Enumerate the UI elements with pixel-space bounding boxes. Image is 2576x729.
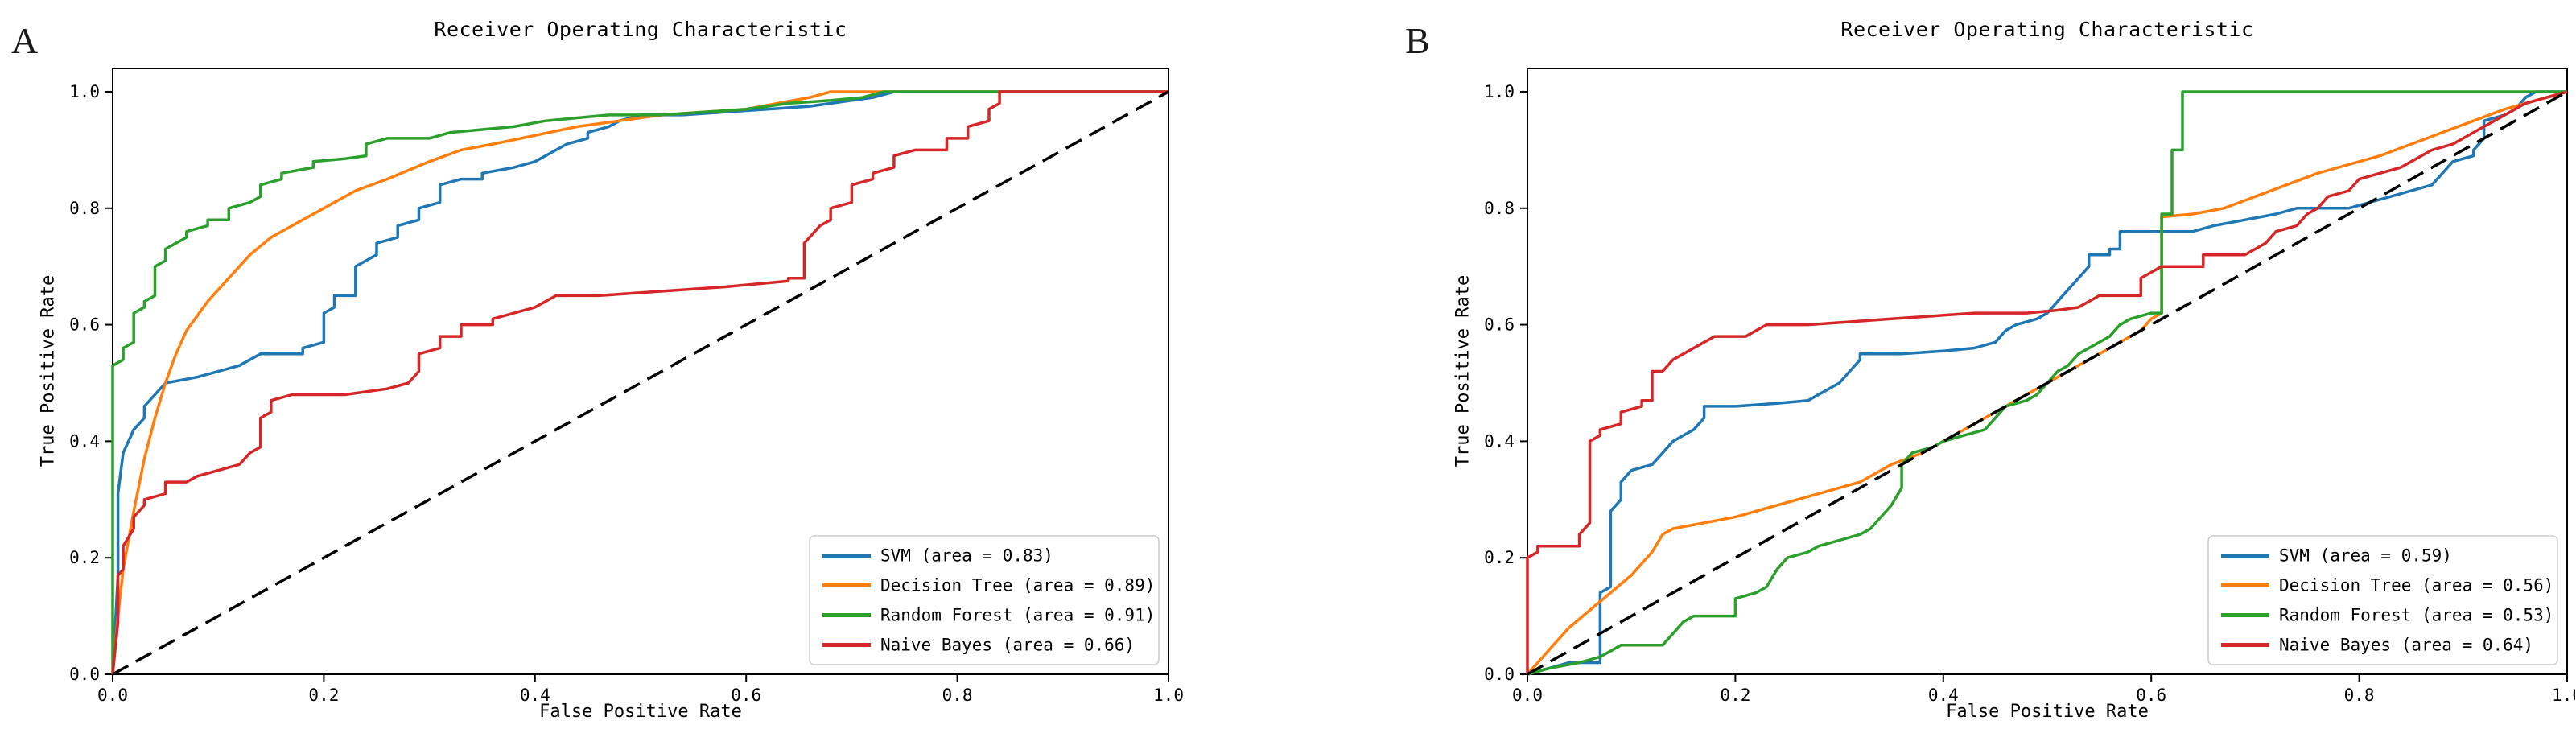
panel-label-a: A [11, 20, 39, 61]
legend-box [809, 535, 1160, 665]
roc-plot-a: 0.0 0.2 0.4 0.6 0.8 1.0 0.0 0.2 0.4 0.6 0.8 1.0 SVM … [69, 68, 1184, 705]
x-tick-label: 1.0 [2552, 686, 2575, 705]
roc-curve-naive-bayes [111, 90, 1168, 675]
plot-box [1527, 68, 2568, 675]
roc-curve-svm [111, 90, 1168, 675]
roc-curve-decision-tree [1526, 90, 2568, 676]
x-tick-label: 0.8 [942, 686, 973, 705]
x-axis-label-a: False Positive Rate [539, 702, 742, 722]
y-tick-label: 0.0 [69, 665, 100, 684]
legend-box [2207, 535, 2558, 665]
y-tick-label: 0.4 [69, 431, 100, 451]
y-tick-label: 0.8 [1484, 199, 1515, 218]
panel-label-b: B [1405, 20, 1430, 61]
legend-label-0: SVM (area = 0.83) [880, 546, 1053, 566]
x-tick-label: 0.4 [1928, 686, 1959, 705]
legend-label-2: Random Forest (area = 0.53) [2279, 606, 2553, 625]
y-tick-label: 0.6 [1484, 315, 1515, 335]
y-tick-label: 1.0 [69, 82, 100, 101]
x-tick-label: 1.0 [1153, 686, 1184, 705]
y-tick-label: 0.4 [1484, 431, 1515, 451]
panel-a: A Receiver Operating Characteristic True… [11, 18, 1184, 722]
y-tick-label: 0.6 [69, 315, 100, 335]
x-tick-label: 0.2 [308, 686, 339, 705]
x-axis-label-b: False Positive Rate [1946, 702, 2149, 722]
y-tick-label: 0.0 [1484, 665, 1515, 684]
roc-curve-random-forest [1527, 90, 2567, 676]
roc-curve-naive-bayes [1526, 90, 2568, 674]
legend-label-1: Decision Tree (area = 0.56) [2279, 576, 2553, 595]
legend-label-3: Naive Bayes (area = 0.64) [2279, 636, 2533, 655]
x-tick-label: 0.0 [1512, 686, 1543, 705]
y-tick-label: 0.2 [1484, 548, 1515, 567]
legend-label-0: SVM (area = 0.59) [2279, 546, 2452, 566]
x-tick-label: 0.4 [520, 686, 550, 705]
chart-title-b: Receiver Operating Characteristic [1840, 18, 2254, 41]
y-tick-label: 1.0 [1484, 82, 1515, 101]
roc-plot-b: 0.0 0.2 0.4 0.6 0.8 1.0 0.0 0.2 0.4 0.6 0.8 1.0 SVM … [1484, 68, 2575, 705]
roc-curve-random-forest [111, 90, 1168, 674]
legend-label-3: Naive Bayes (area = 0.66) [880, 636, 1135, 655]
roc-curve-svm [1527, 90, 2567, 676]
x-tick-label: 0.6 [731, 686, 761, 705]
chart-title-a: Receiver Operating Characteristic [434, 18, 847, 41]
roc-curve-chance [1527, 90, 2568, 676]
x-tick-label: 0.6 [2136, 686, 2166, 705]
x-tick-label: 0.2 [1720, 686, 1750, 705]
y-tick-label: 0.8 [69, 199, 100, 218]
x-tick-label: 0.8 [2344, 686, 2375, 705]
legend-label-2: Random Forest (area = 0.91) [880, 606, 1155, 625]
legend-label-1: Decision Tree (area = 0.89) [880, 576, 1155, 595]
y-tick-label: 0.2 [69, 548, 100, 567]
roc-curve-chance [112, 90, 1169, 676]
panel-b: B Receiver Operating Characteristic True… [1288, 0, 2575, 729]
x-tick-label: 0.0 [97, 686, 128, 705]
